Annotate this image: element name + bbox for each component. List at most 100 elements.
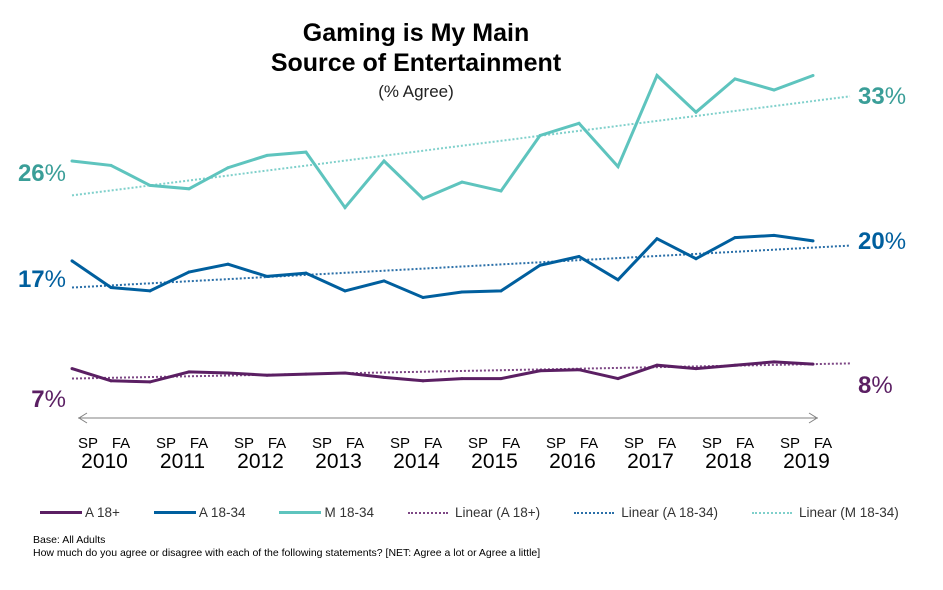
data-point-a-18-	[499, 377, 503, 381]
tick-label-season: FA	[112, 435, 130, 452]
tick-label-year: 2012	[237, 450, 284, 473]
tick-label-season: FA	[658, 435, 676, 452]
legend-item: M 18-34	[279, 505, 374, 520]
chart-title-line-1: Gaming is My Main	[302, 19, 530, 47]
solid-line-swatch-icon	[153, 511, 196, 514]
data-point-a-18-	[109, 379, 113, 383]
dotted-line-swatch-icon	[408, 511, 448, 514]
tick-label-season: SP	[390, 435, 410, 452]
legend-item: A 18+	[40, 505, 120, 520]
dotted-line-swatch-icon	[574, 511, 615, 514]
data-point-a-18-34	[460, 290, 464, 294]
data-point-m-18-34	[343, 206, 347, 210]
legend-label: Linear (A 18+)	[455, 505, 541, 520]
data-point-a-18-34	[694, 257, 698, 261]
data-point-a-18-34	[343, 289, 347, 293]
data-point-a-18-	[70, 367, 74, 371]
tick-label-year: 2015	[471, 450, 518, 473]
data-point-a-18-	[772, 360, 776, 364]
tick-label-season: FA	[502, 435, 520, 452]
data-point-m-18-34	[577, 121, 581, 125]
legend-label: M 18-34	[324, 505, 374, 520]
tick-label-year: 2016	[549, 450, 596, 473]
end-label-m-18-34: 33%	[858, 83, 906, 110]
data-point-a-18-	[382, 375, 386, 379]
tick-label-season: FA	[580, 435, 598, 452]
data-point-m-18-34	[109, 163, 113, 167]
data-point-a-18-	[343, 371, 347, 375]
tick-label-year: 2014	[393, 450, 440, 473]
arrow-right-icon	[808, 412, 818, 424]
chart-title-line-2: Source of Entertainment	[270, 49, 562, 77]
tick-label-season: SP	[468, 435, 488, 452]
tick-label-season: SP	[702, 435, 722, 452]
data-point-a-18-	[694, 367, 698, 371]
data-point-a-18-	[304, 372, 308, 376]
footnote-question: How much do you agree or disagree with e…	[33, 547, 541, 559]
tick-label-season: SP	[312, 435, 332, 452]
data-point-m-18-34	[148, 183, 152, 187]
chart-subtitle: (% Agree)	[378, 82, 454, 101]
data-point-m-18-34	[421, 197, 425, 201]
data-point-a-18-34	[538, 263, 542, 267]
data-point-m-18-34	[616, 165, 620, 169]
data-point-m-18-34	[538, 134, 542, 137]
tick-label-season: FA	[190, 435, 208, 452]
data-point-a-18-34	[421, 296, 425, 299]
tick-label-year: 2018	[705, 450, 752, 473]
solid-line-swatch-icon	[279, 511, 322, 514]
tick-label-season: FA	[268, 435, 286, 452]
data-point-m-18-34	[811, 74, 815, 77]
data-point-a-18-	[265, 373, 269, 377]
data-point-a-18-	[616, 377, 620, 381]
arrow-left-icon	[78, 412, 88, 424]
data-point-a-18-34	[148, 289, 152, 293]
solid-line-swatch-icon	[40, 511, 82, 514]
data-point-a-18-34	[499, 289, 503, 293]
tick-label-season: SP	[780, 435, 800, 452]
data-point-m-18-34	[265, 153, 269, 157]
tick-label-season: SP	[234, 435, 254, 452]
data-point-a-18-34	[616, 278, 620, 282]
data-point-a-18-	[577, 368, 581, 372]
series-lines	[70, 72, 815, 384]
dotted-line-swatch-icon	[752, 511, 792, 514]
start-label-m-18-34: 26%	[18, 160, 66, 187]
legend-item: Linear (M 18-34)	[752, 505, 899, 520]
end-label-a-18-: 8%	[858, 372, 893, 399]
data-point-a-18-34	[772, 233, 776, 237]
data-point-m-18-34	[382, 159, 386, 163]
tick-label-season: FA	[346, 435, 364, 452]
data-point-m-18-34	[655, 74, 659, 77]
tick-label-season: FA	[736, 435, 754, 452]
series-line-a-18-	[71, 360, 814, 384]
data-point-m-18-34	[226, 166, 230, 170]
legend: A 18+ A 18-34 M 18-34 Linear (A 18+) Linear …	[40, 505, 933, 520]
tick-label-season: SP	[546, 435, 566, 452]
tick-label-season: FA	[424, 435, 442, 452]
tick-label-season: FA	[814, 435, 832, 452]
footnote-base: Base: All Adults	[33, 534, 106, 546]
value-labels: 7% 8% 17% 20% 26% 33%	[18, 83, 906, 413]
data-point-a-18-34	[733, 236, 737, 240]
legend-item: Linear (A 18+)	[408, 505, 540, 520]
data-point-a-18-34	[187, 270, 191, 274]
footnote: Base: All Adults How much do you agree o…	[33, 534, 540, 560]
data-point-a-18-34	[109, 286, 113, 289]
data-point-m-18-34	[772, 88, 776, 92]
data-point-a-18-34	[577, 255, 581, 258]
data-point-a-18-	[460, 377, 464, 381]
end-label-a-18-34: 20%	[858, 228, 906, 255]
data-point-a-18-	[655, 363, 659, 367]
legend-label: A 18-34	[198, 505, 246, 520]
data-point-m-18-34	[460, 180, 464, 184]
data-point-a-18-34	[655, 237, 659, 241]
data-point-a-18-34	[265, 274, 269, 278]
data-point-a-18-34	[226, 262, 230, 266]
tick-label-year: 2019	[783, 450, 830, 473]
data-point-a-18-	[733, 363, 737, 367]
data-point-a-18-	[187, 370, 191, 374]
legend-item: Linear (A 18-34)	[574, 505, 718, 520]
